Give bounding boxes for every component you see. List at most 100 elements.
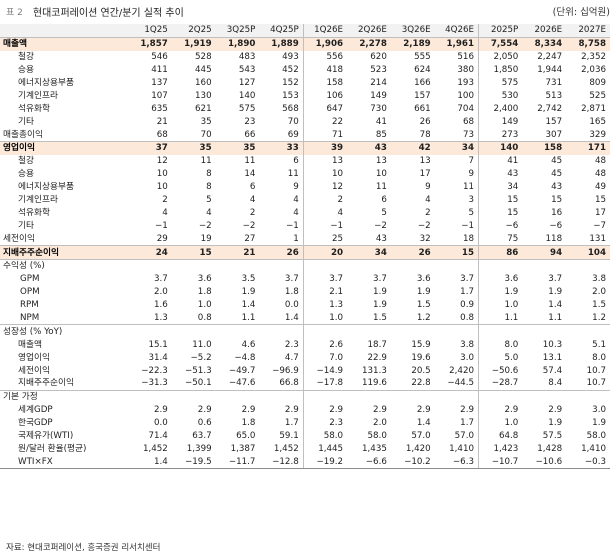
table-cell: 22 [302,115,348,129]
table-cell: 2,400 [478,102,523,116]
table-cell: 3.8 [592,274,606,285]
table-cell: 34 [347,245,391,260]
table-cell: 157 [414,90,431,101]
table-cell: 3.6 [478,272,523,286]
table-row: 철강 546 528 483 493 556 620 555 516 2,050 2,247 2,35… [0,50,610,64]
table-cell: 34 [434,141,479,155]
table-cell: 22.9 [367,352,387,363]
table-cell: 32 [419,233,431,244]
table-row: 기본 가정 [0,389,610,404]
table-row: 세계GDP 2.9 2.9 2.9 2.9 2.9 2.9 2.9 2.9 2.9 2.9 3.0 [0,403,610,417]
row-label: 영업이익 [18,352,50,363]
table-cell [566,389,610,404]
table-cell: −12.8 [259,455,304,470]
table-cell: −22.3 [141,365,168,376]
table-cell: 5 [381,207,387,218]
table-cell: 411 [151,65,168,76]
row-label: 매출액 [18,339,42,350]
table-cell [215,389,260,404]
table-cell: 42 [390,141,435,155]
table-cell: 2.9 [460,405,474,416]
row-label: 에너지상용부품 [18,78,74,88]
table-cell: 3.7 [153,274,168,285]
table-cell: 29 [156,233,168,244]
table-cell: 1.5 [592,300,606,311]
table-cell: 15 [171,245,216,260]
table-cell: 2.9 [153,405,168,416]
table-cell: 556 [302,50,348,64]
table-cell [128,389,172,404]
table-cell [128,259,172,273]
table-cell: 11 [375,182,387,193]
table-cell: −2 [374,220,387,231]
table-cell: −5.2 [190,352,212,363]
table-cell: 528 [195,52,212,63]
table-cell: 2.9 [241,405,256,416]
table-cell [522,324,567,339]
table-cell: −6.6 [347,455,391,470]
table-row: 원/달러 환율(평균) 1,452 1,399 1,387 1,452 1,445 1,43… [0,442,610,456]
table-cell [302,389,348,404]
table-cell: 7 [468,156,474,167]
table-cell: 2.3 [302,416,348,430]
table-cell [259,324,304,339]
table-cell: 0.9 [460,300,474,311]
column-header: 3Q26E [390,24,435,38]
table-row: 기계인프라 107 130 140 153 106 149 157 100 530 513 525 [0,89,610,103]
table-cell: 26 [419,116,431,127]
table-cell: 3.7 [373,274,387,285]
table-cell: 0.6 [197,418,212,429]
table-cell: −2 [417,220,431,231]
table-cell: 4.6 [241,339,256,350]
table-row: 수익성 (%) [0,259,610,273]
table-number: 표 2 [6,7,23,18]
table-cell: −10.2 [390,455,435,470]
table-cell: 1,850 [478,63,523,77]
table-cell [347,389,391,404]
table-cell: 624 [414,65,431,76]
table-cell: 575 [478,76,523,90]
table-cell: 75 [478,232,523,246]
table-cell: 1,889 [259,37,304,51]
row-label: 철강 [18,156,34,167]
table-cell: 555 [414,52,431,63]
column-header: 3Q25P [215,24,260,38]
table-cell: 23 [244,116,256,127]
table-cell: 4 [302,206,348,220]
table-cell: 152 [282,78,299,88]
table-cell: 1.8 [197,287,212,298]
table-cell: 2,247 [537,52,563,63]
table-row: 철강 12 11 11 6 13 13 13 7 41 45 48 [0,154,610,168]
table-cell: 71.4 [148,431,168,442]
table-cell: 26 [259,245,304,260]
table-row: 에너지상용부품 137 160 127 152 158 214 166 193 575 731 809 [0,76,610,90]
table-cell: 140 [238,90,256,101]
table-cell: 1.1 [241,313,256,324]
table-cell: 1.8 [241,418,256,429]
table-cell: 19.6 [411,352,431,363]
table-row: GPM 3.7 3.6 3.5 3.7 3.7 3.7 3.6 3.7 3.6 3.7 3.8 [0,272,610,286]
table-cell: 2.0 [592,287,606,298]
table-cell: 165 [589,116,606,127]
row-label: 승용 [18,65,34,76]
table-cell: 2.3 [284,339,299,350]
table-row: 석유화학 635 621 575 568 647 730 661 704 2,400 2,742 2,… [0,102,610,116]
table-cell: −6 [549,220,563,231]
table-cell: 575 [238,103,256,114]
table-cell: 58.0 [586,431,606,442]
table-cell: 12 [302,180,348,194]
column-header: 2025P [478,24,523,38]
table-cell: 1,857 [128,37,172,51]
table-cell: −47.6 [228,378,256,389]
table-cell: 1,919 [171,37,216,51]
table-cell [347,259,391,273]
table-cell [171,259,216,273]
table-cell: 5 [468,207,474,218]
row-label: 철강 [18,52,34,63]
table-cell: 1.3 [153,313,168,324]
table-cell: 661 [414,103,431,114]
table-row: 영업이익 37 35 35 33 39 43 42 34 140 158 171 [0,141,610,155]
table-cell: −19.5 [171,455,216,470]
table-cell: 49 [594,182,606,193]
